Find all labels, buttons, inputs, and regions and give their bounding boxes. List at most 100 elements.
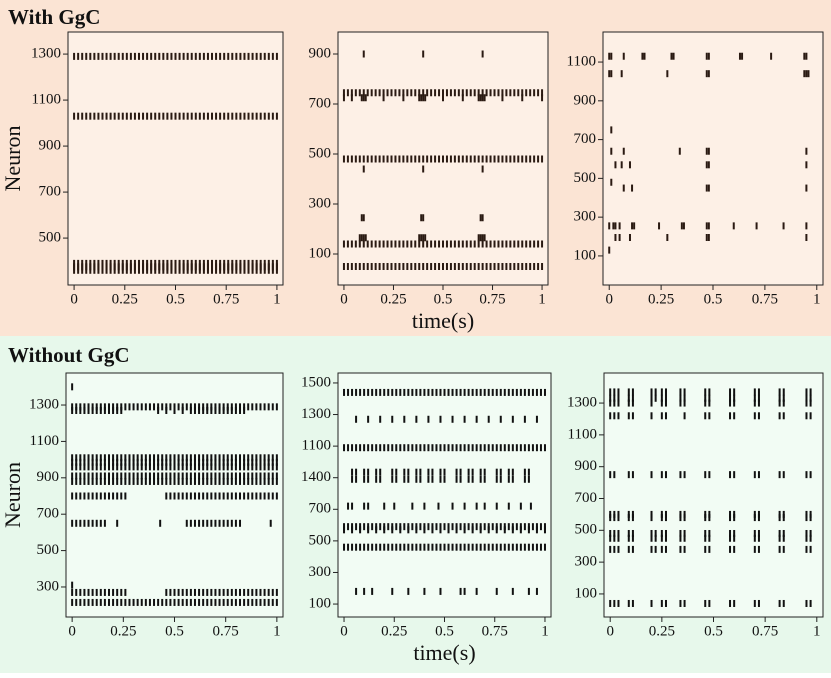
- spike: [411, 444, 414, 452]
- spike: [109, 112, 112, 120]
- spike: [608, 246, 611, 254]
- spike: [157, 406, 160, 414]
- spike: [148, 458, 151, 466]
- spike: [733, 394, 736, 402]
- spike: [99, 492, 102, 500]
- spike: [186, 266, 189, 274]
- spike: [116, 598, 119, 606]
- spike: [367, 444, 370, 452]
- spike: [133, 112, 136, 120]
- spike: [809, 412, 812, 420]
- spike: [445, 89, 448, 97]
- spike: [491, 444, 494, 452]
- spike: [379, 468, 382, 476]
- spike: [423, 444, 426, 452]
- spike: [481, 155, 484, 163]
- spike: [342, 155, 345, 163]
- spike: [420, 214, 423, 222]
- spike: [101, 112, 104, 120]
- spike: [73, 112, 76, 120]
- spike: [451, 388, 454, 396]
- spike: [77, 52, 80, 60]
- spike: [431, 543, 434, 551]
- spike: [755, 222, 758, 230]
- spike: [435, 523, 438, 531]
- y-tick-label: 300: [574, 209, 597, 225]
- spike: [255, 477, 258, 485]
- spike: [525, 240, 528, 248]
- y-tick-label: 500: [309, 532, 332, 548]
- spike: [153, 458, 156, 466]
- spike: [489, 263, 492, 270]
- spike: [778, 399, 781, 407]
- y-tick-label: 1300: [301, 406, 331, 422]
- spike: [660, 529, 663, 537]
- spike: [85, 266, 88, 274]
- spike: [350, 263, 353, 270]
- spike: [177, 458, 180, 466]
- spike: [382, 240, 385, 248]
- spike: [370, 155, 373, 163]
- spike: [230, 458, 233, 466]
- y-tick-label: 1400: [301, 469, 331, 485]
- spike: [140, 463, 143, 471]
- spike: [422, 165, 425, 173]
- spike: [206, 112, 209, 120]
- spike: [136, 403, 139, 411]
- spike: [370, 240, 373, 248]
- spike: [275, 112, 278, 120]
- spike: [161, 403, 164, 411]
- spike: [166, 112, 169, 120]
- spike: [420, 94, 423, 102]
- spike: [375, 543, 378, 551]
- spike: [89, 112, 92, 120]
- spike: [251, 266, 254, 274]
- y-tick-label: 1100: [302, 438, 331, 454]
- spike: [116, 588, 119, 596]
- spike: [614, 161, 617, 169]
- spike: [455, 468, 458, 476]
- spike: [75, 458, 78, 466]
- spike: [443, 444, 446, 452]
- spike: [427, 475, 430, 483]
- spike: [263, 492, 266, 500]
- spike: [234, 477, 237, 485]
- spike: [423, 543, 426, 551]
- spike: [501, 263, 504, 270]
- spike: [729, 514, 732, 522]
- spike: [189, 477, 192, 485]
- spike: [459, 475, 462, 483]
- spike: [418, 89, 421, 97]
- spike: [158, 266, 161, 274]
- spike: [71, 598, 74, 606]
- spike: [515, 523, 518, 531]
- spike: [664, 529, 667, 537]
- spike: [610, 52, 613, 60]
- spike: [202, 406, 205, 414]
- spike: [269, 519, 272, 527]
- spike: [427, 388, 430, 396]
- spike: [107, 598, 110, 606]
- spike: [158, 112, 161, 120]
- spike: [627, 529, 630, 537]
- spike: [215, 266, 218, 274]
- spike: [364, 94, 367, 102]
- spike: [529, 263, 532, 270]
- spike: [153, 477, 156, 485]
- spike: [140, 477, 143, 485]
- spike: [120, 588, 123, 596]
- spike: [351, 444, 354, 452]
- spike: [189, 458, 192, 466]
- spike: [402, 89, 405, 97]
- spike: [455, 526, 458, 534]
- spike: [99, 406, 102, 414]
- spike: [391, 415, 394, 423]
- spike: [125, 266, 128, 274]
- spike: [234, 598, 237, 606]
- spike: [230, 598, 233, 606]
- spike: [210, 519, 213, 527]
- spike: [189, 598, 192, 606]
- spike: [181, 477, 184, 485]
- spike: [91, 588, 94, 596]
- spike: [215, 112, 218, 120]
